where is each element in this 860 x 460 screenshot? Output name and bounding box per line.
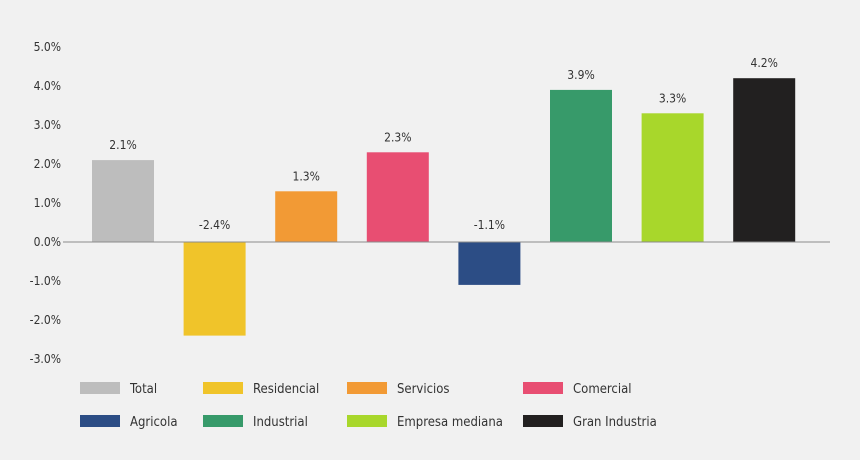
- bar-gran-industria: [733, 78, 796, 242]
- legend-label: Gran Industria: [573, 415, 657, 430]
- legend-swatch: [523, 382, 563, 394]
- legend-label: Empresa mediana: [397, 415, 503, 430]
- bar-servicios: [275, 191, 338, 242]
- data-label: -1.1%: [474, 218, 505, 232]
- legend-swatch: [203, 382, 243, 394]
- y-tick-label: -1.0%: [30, 274, 61, 288]
- legend-label: Agricola: [130, 415, 177, 430]
- legend-label: Industrial: [253, 415, 308, 430]
- data-label: 3.3%: [659, 91, 686, 105]
- y-tick-label: 0.0%: [34, 235, 61, 249]
- legend-swatch: [80, 382, 120, 394]
- y-tick-label: 4.0%: [34, 79, 61, 93]
- legend-swatch: [203, 415, 243, 427]
- data-label: 2.1%: [109, 138, 136, 152]
- legend-label: Servicios: [397, 382, 450, 397]
- y-tick-label: 5.0%: [34, 40, 61, 54]
- bar-residencial: [183, 242, 246, 336]
- y-tick-label: -3.0%: [30, 352, 61, 366]
- y-axis: 5.0% 4.0% 3.0% 2.0% 1.0% 0.0% -1.0% -2.0% -3.0%: [30, 40, 61, 366]
- y-tick-label: 3.0%: [34, 118, 61, 132]
- legend: Total Residencial Servicios Comercial Agrico…: [80, 382, 657, 430]
- data-label: 3.9%: [567, 68, 594, 82]
- data-label: 4.2%: [750, 56, 777, 70]
- legend-label: Total: [129, 382, 157, 397]
- legend-label: Comercial: [573, 382, 632, 397]
- legend-swatch: [347, 415, 387, 427]
- bar-empresa-mediana: [641, 113, 704, 242]
- legend-swatch: [347, 382, 387, 394]
- legend-label: Residencial: [253, 382, 319, 397]
- y-tick-label: 2.0%: [34, 157, 61, 171]
- legend-swatch: [80, 415, 120, 427]
- legend-swatch: [523, 415, 563, 427]
- data-label: -2.4%: [199, 218, 230, 232]
- bar-agricola: [458, 242, 521, 285]
- y-tick-label: -2.0%: [30, 313, 61, 327]
- bar-total: [92, 160, 154, 242]
- bar-industrial: [550, 89, 612, 243]
- bars: 2.1% -2.4% 1.3% 2.3% -1.1% 3.9% 3.3% 4.2%: [92, 56, 796, 336]
- bar-comercial: [366, 152, 429, 242]
- data-label: 1.3%: [292, 169, 319, 183]
- data-label: 2.3%: [384, 130, 411, 144]
- y-tick-label: 1.0%: [34, 196, 61, 210]
